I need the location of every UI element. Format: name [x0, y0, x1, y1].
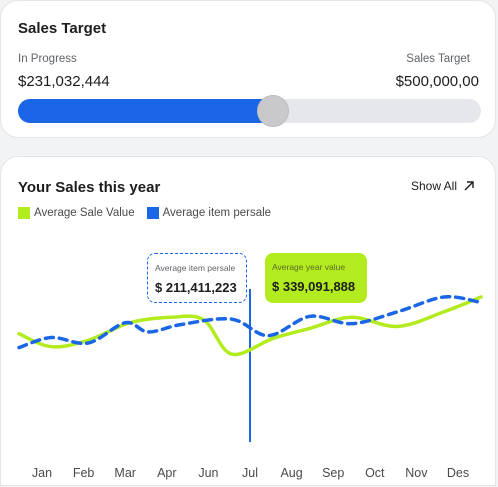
progress-bar-handle[interactable] — [257, 95, 289, 127]
x-tick-label: Jul — [242, 466, 258, 480]
x-tick-label: Oct — [365, 466, 385, 480]
legend-swatch — [146, 207, 159, 219]
legend-label: Average Sale Value — [34, 207, 135, 219]
x-tick-label: Apr — [157, 466, 176, 480]
series-line-average-item-persale — [17, 295, 483, 350]
series-line-average-sale-value — [17, 295, 483, 357]
x-tick-label: Nov — [405, 466, 428, 480]
tooltip-average-item-persale: Average item persale $ 211,411,223 — [147, 253, 247, 303]
progress-bar-fill — [18, 99, 273, 123]
tooltip-value: $ 211,411,223 — [155, 280, 237, 295]
x-tick-label: Jun — [198, 466, 218, 480]
legend-item-average-sale-value: Average Sale Value — [18, 207, 135, 219]
in-progress-value: $231,032,444 — [18, 73, 110, 90]
tooltip-label: Average year value — [272, 262, 346, 272]
tooltip-value: $ 339,091,888 — [272, 279, 356, 294]
tooltip-label: Average item persale — [155, 263, 236, 273]
sales-chart-card: Your Sales this year Show All Average Sa… — [0, 156, 496, 486]
x-tick-label: Mar — [114, 466, 136, 480]
sales-target-card: Sales Target In Progress $231,032,444 Sa… — [0, 0, 496, 138]
chart-legend: Average Sale Value Average item persale — [18, 207, 271, 219]
show-all-link[interactable]: Show All — [411, 179, 475, 193]
arrow-up-right-icon — [464, 181, 474, 191]
x-tick-label: Feb — [73, 466, 95, 480]
sales-target-title: Sales Target — [18, 20, 107, 37]
x-tick-label: Des — [447, 466, 469, 480]
legend-item-average-item-persale: Average item persale — [146, 207, 272, 219]
sales-line-chart[interactable]: Jan Feb Mar Apr Jun Jul Aug Sep Oct Nov Des — [1, 157, 497, 487]
progress-bar[interactable] — [18, 95, 481, 127]
sales-target-label: Sales Target — [406, 53, 470, 65]
tooltip-average-year-value: Average year value $ 339,091,888 — [265, 253, 367, 303]
in-progress-label: In Progress — [18, 53, 77, 65]
x-tick-label: Sep — [322, 466, 344, 480]
x-tick-label: Jan — [32, 466, 52, 480]
sales-chart-title: Your Sales this year — [18, 179, 161, 196]
legend-label: Average item persale — [162, 207, 272, 219]
sales-target-value: $500,000,00 — [395, 73, 479, 90]
legend-swatch — [18, 207, 30, 219]
x-tick-label: Aug — [280, 466, 302, 480]
show-all-label: Show All — [410, 179, 457, 193]
